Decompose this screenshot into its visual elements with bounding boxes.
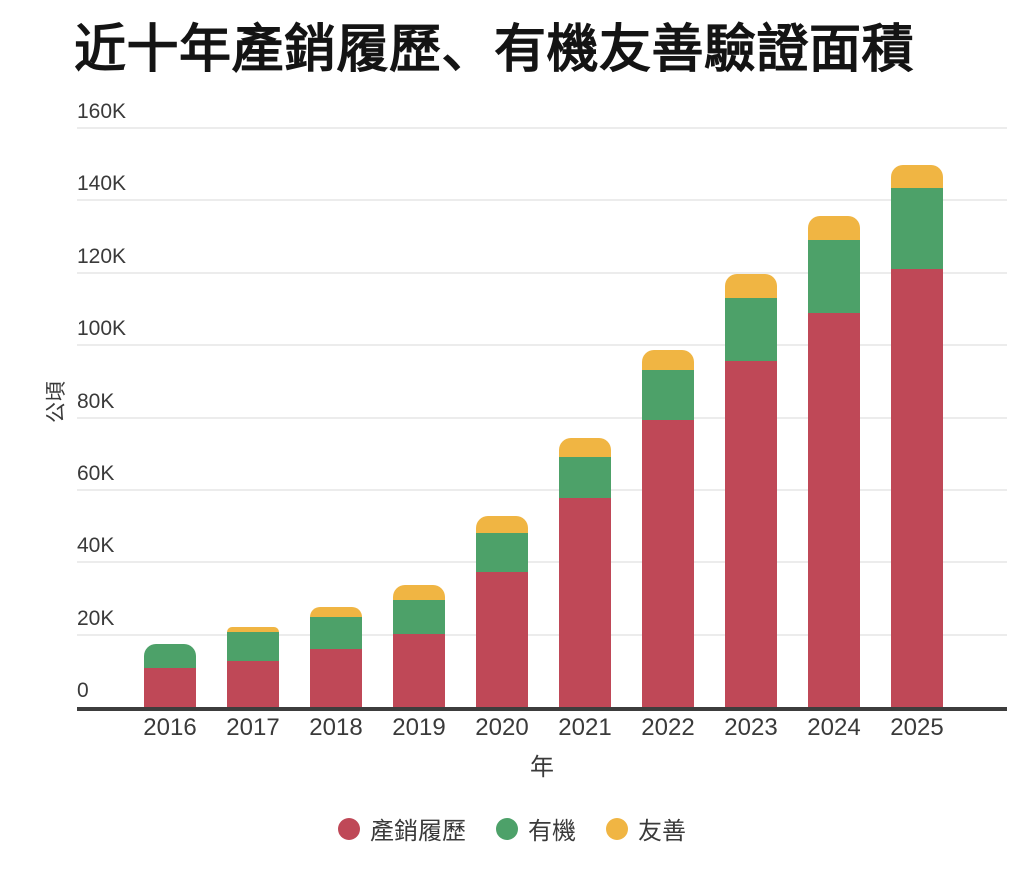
legend-swatch-organic-icon xyxy=(496,817,518,840)
legend: 產銷履歷 有機 友善 xyxy=(0,811,1024,846)
y-axis-title: 公頃 xyxy=(45,381,68,423)
bar-column-2025 xyxy=(891,164,943,707)
legend-item-traceability: 產銷履歷 xyxy=(338,811,466,846)
x-tick-label-2023: 2023 xyxy=(724,714,778,741)
bar-segment-traceability-2025 xyxy=(891,269,943,707)
x-tick-label-2025: 2025 xyxy=(890,714,944,741)
bar-segment-organic-2016 xyxy=(144,644,196,668)
bar-segment-organic-2018 xyxy=(310,617,362,650)
legend-swatch-traceability-icon xyxy=(338,817,360,840)
bar-segment-friendly-2023 xyxy=(725,273,777,298)
legend-item-organic: 有機 xyxy=(496,811,576,846)
x-axis-title: 年 xyxy=(530,754,554,781)
bar-column-2017 xyxy=(227,627,279,707)
x-tick-label-2016: 2016 xyxy=(143,714,197,741)
bar-segment-organic-2023 xyxy=(725,297,777,361)
bar-segment-friendly-2017 xyxy=(227,627,279,633)
bar-column-2018 xyxy=(310,607,362,707)
bar-segment-traceability-2019 xyxy=(393,634,445,707)
y-tick-label-20k: 20K xyxy=(77,606,115,630)
bar-column-2022 xyxy=(642,349,694,707)
x-tick-label-2024: 2024 xyxy=(807,714,861,741)
bar-segment-friendly-2020 xyxy=(476,515,528,533)
gridline-100k xyxy=(77,344,1007,347)
gridline-80k xyxy=(77,416,1007,419)
bar-segment-friendly-2018 xyxy=(310,607,362,618)
y-tick-label-140k: 140K xyxy=(77,172,127,196)
bar-column-2016 xyxy=(144,644,196,707)
gridline-140k xyxy=(77,199,1007,202)
gridline-20k xyxy=(77,633,1007,636)
bar-column-2023 xyxy=(725,273,777,707)
bar-segment-friendly-2019 xyxy=(393,585,445,601)
bar-segment-friendly-2022 xyxy=(642,349,694,370)
bar-segment-organic-2025 xyxy=(891,188,943,270)
bar-column-2020 xyxy=(476,515,528,707)
bar-segment-organic-2024 xyxy=(808,239,860,313)
bar-column-2021 xyxy=(559,438,611,707)
bar-segment-traceability-2020 xyxy=(476,572,528,707)
bar-segment-traceability-2022 xyxy=(642,420,694,707)
legend-label-organic: 有機 xyxy=(528,818,576,845)
legend-swatch-friendly-icon xyxy=(606,817,628,840)
bar-segment-friendly-2025 xyxy=(891,164,943,189)
chart-title: 近十年產銷履歷、有機友善驗證面積 xyxy=(74,21,915,79)
x-tick-label-2017: 2017 xyxy=(226,714,280,741)
gridline-160k xyxy=(77,127,1007,129)
bar-column-2024 xyxy=(808,216,860,707)
y-tick-label-40k: 40K xyxy=(77,534,115,558)
x-tick-label-2020: 2020 xyxy=(475,714,529,741)
y-tick-label-100k: 100K xyxy=(77,317,127,341)
bar-segment-traceability-2021 xyxy=(559,498,611,707)
y-tick-label-60k: 60K xyxy=(77,461,115,485)
bar-segment-friendly-2021 xyxy=(559,438,611,458)
y-tick-label-120k: 120K xyxy=(77,244,127,268)
x-tick-label-2019: 2019 xyxy=(392,714,446,741)
legend-item-friendly: 友善 xyxy=(606,811,686,846)
y-tick-label-0: 0 xyxy=(77,679,89,702)
y-tick-label-80k: 80K xyxy=(77,389,115,413)
bar-segment-traceability-2016 xyxy=(144,667,196,707)
bar-segment-organic-2022 xyxy=(642,369,694,421)
gridline-40k xyxy=(77,561,1007,564)
x-axis-line xyxy=(77,707,1007,711)
y-tick-label-160k: 160K xyxy=(77,100,127,123)
bar-segment-organic-2020 xyxy=(476,532,528,573)
bar-segment-organic-2017 xyxy=(227,632,279,662)
legend-label-traceability: 產銷履歷 xyxy=(370,818,466,845)
legend-label-friendly: 友善 xyxy=(638,818,686,845)
gridline-60k xyxy=(77,488,1007,491)
gridline-120k xyxy=(77,271,1007,274)
x-tick-label-2018: 2018 xyxy=(309,714,363,741)
bar-segment-traceability-2018 xyxy=(310,649,362,707)
bar-segment-friendly-2024 xyxy=(808,216,860,240)
bar-segment-organic-2021 xyxy=(559,457,611,499)
bar-segment-traceability-2024 xyxy=(808,312,860,707)
x-tick-label-2021: 2021 xyxy=(558,714,612,741)
bar-column-2019 xyxy=(393,585,445,707)
bar-segment-traceability-2023 xyxy=(725,360,777,707)
bar-segment-organic-2019 xyxy=(393,600,445,635)
x-tick-label-2022: 2022 xyxy=(641,714,695,741)
bar-segment-traceability-2017 xyxy=(227,661,279,707)
